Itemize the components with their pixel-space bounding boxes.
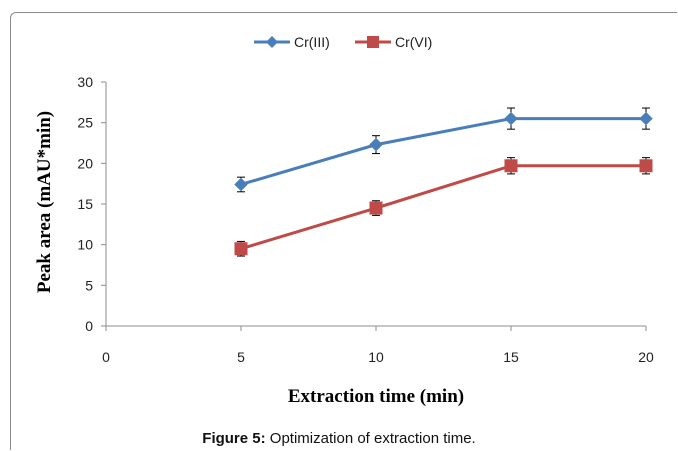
y-tick-label: 5 [85, 277, 93, 293]
x-tick-label: 20 [638, 349, 654, 365]
series-line-1 [240, 117, 646, 186]
data-point-square [369, 201, 383, 215]
x-tick-label: 5 [237, 349, 245, 365]
chart-axes: 0 5 10 15 20 25 30 0 5 10 15 20 [77, 74, 654, 365]
x-tick-label: 10 [368, 349, 384, 365]
legend-label-1: Cr(III) [294, 34, 330, 50]
legend-label-2: Cr(VI) [395, 34, 432, 50]
data-point-diamond [369, 137, 383, 152]
data-point-diamond [639, 111, 653, 126]
legend-marker-square [367, 36, 379, 48]
data-point-square [639, 159, 653, 173]
x-tick-label: 15 [503, 349, 519, 365]
figure-caption: Figure 5: Optimization of extraction tim… [0, 430, 678, 447]
line-chart: Cr(III) Cr(VI) 0 5 10 15 20 25 30 0 5 10 15 20 Extra… [34, 34, 654, 407]
legend-marker-diamond [266, 36, 278, 48]
x-axis-title: Extraction time (min) [288, 386, 464, 407]
y-axis-title: Peak area (mAU*min) [34, 111, 55, 293]
data-point-diamond [234, 177, 248, 192]
caption-text: Optimization of extraction time. [265, 430, 476, 447]
chart-series [234, 107, 653, 257]
data-point-square [504, 159, 518, 173]
data-point-diamond [504, 111, 518, 126]
y-tick-label: 15 [77, 196, 93, 212]
caption-label: Figure 5: [202, 430, 266, 447]
chart-legend: Cr(III) Cr(VI) [254, 34, 432, 50]
x-tick-label: 0 [102, 349, 110, 365]
y-tick-label: 20 [77, 155, 93, 171]
y-tick-label: 25 [77, 115, 93, 131]
figure-frame [10, 12, 677, 450]
y-tick-label: 30 [77, 74, 93, 90]
series-line-2 [240, 164, 646, 251]
y-tick-label: 0 [85, 318, 93, 334]
data-point-square [234, 242, 248, 256]
y-tick-label: 10 [77, 237, 93, 253]
